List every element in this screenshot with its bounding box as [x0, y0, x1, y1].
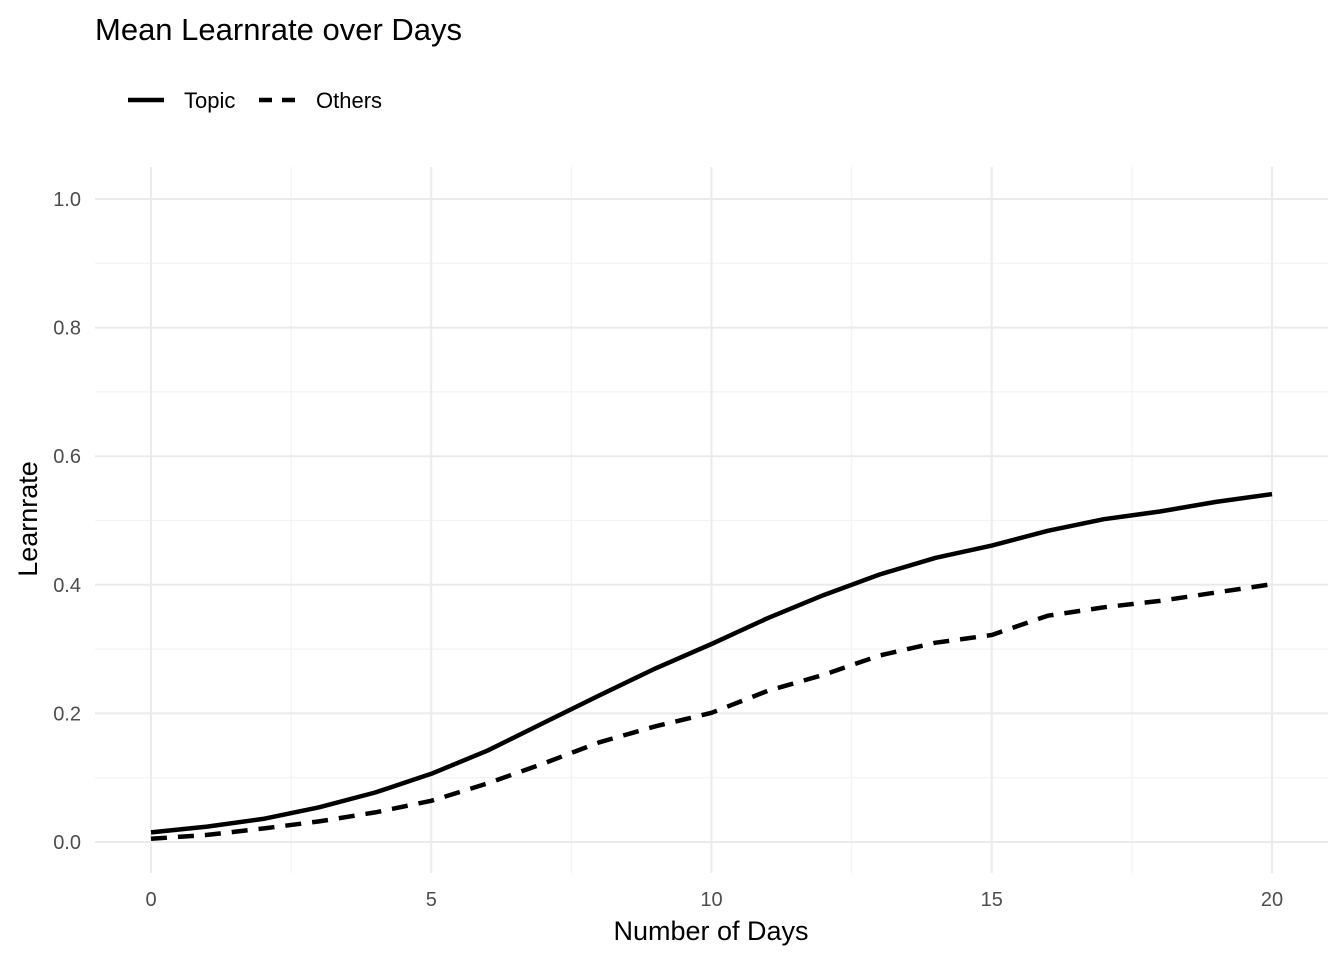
y-tick-label: 0.6 [53, 446, 81, 468]
series-line-topic [150, 491, 1273, 835]
x-axis-ticks: 0 5 10 15 20 [145, 889, 1283, 911]
series-lines [150, 491, 1273, 842]
legend-label-topic: Topic [184, 88, 235, 113]
y-tick-label: 0.8 [53, 318, 81, 340]
y-tick-label: 0.2 [53, 703, 81, 725]
x-tick-label: 15 [981, 889, 1003, 911]
x-tick-label: 10 [700, 889, 722, 911]
y-tick-label: 0.4 [53, 575, 81, 597]
legend-label-others: Others [316, 88, 382, 113]
chart-title: Mean Learnrate over Days [95, 12, 462, 47]
x-tick-label: 0 [145, 889, 156, 911]
x-axis-title: Number of Days [613, 916, 808, 946]
y-axis-title: Learnrate [13, 461, 43, 577]
series-line-others [150, 581, 1273, 842]
x-tick-label: 5 [426, 889, 437, 911]
y-tick-label: 1.0 [53, 189, 81, 211]
x-tick-label: 20 [1261, 889, 1283, 911]
y-tick-label: 0.0 [53, 832, 81, 854]
y-axis-ticks: 0.0 0.2 0.4 0.6 0.8 1.0 [53, 189, 81, 854]
legend: Topic Others [128, 88, 382, 113]
grid [95, 167, 1328, 873]
